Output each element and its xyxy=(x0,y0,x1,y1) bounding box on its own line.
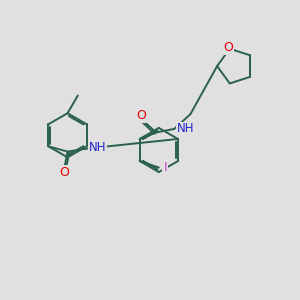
Text: NH: NH xyxy=(89,141,106,154)
Text: NH: NH xyxy=(177,122,195,135)
Text: I: I xyxy=(163,161,167,174)
Text: O: O xyxy=(59,166,69,179)
Text: O: O xyxy=(223,41,233,54)
Text: O: O xyxy=(136,109,146,122)
